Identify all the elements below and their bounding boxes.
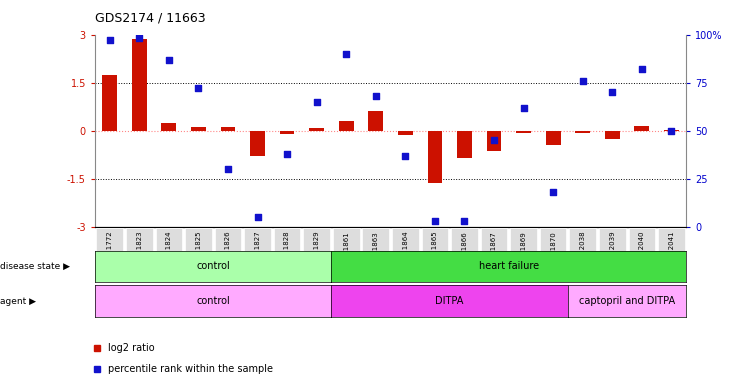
Text: GSM111861: GSM111861 xyxy=(343,231,349,274)
FancyBboxPatch shape xyxy=(155,228,182,279)
Bar xyxy=(280,131,294,134)
Text: log2 ratio: log2 ratio xyxy=(108,343,155,353)
FancyBboxPatch shape xyxy=(245,228,271,279)
Point xyxy=(222,166,234,172)
FancyBboxPatch shape xyxy=(540,228,566,279)
FancyBboxPatch shape xyxy=(510,228,537,279)
FancyBboxPatch shape xyxy=(304,228,330,279)
FancyBboxPatch shape xyxy=(569,228,596,279)
FancyBboxPatch shape xyxy=(363,228,389,279)
FancyBboxPatch shape xyxy=(185,228,212,279)
Point xyxy=(311,99,323,105)
Text: captopril and DITPA: captopril and DITPA xyxy=(579,296,675,306)
Point xyxy=(607,89,618,95)
Text: GSM112039: GSM112039 xyxy=(610,231,615,273)
Text: GSM112041: GSM112041 xyxy=(669,231,675,273)
Point xyxy=(458,218,470,224)
Point xyxy=(518,104,529,111)
Point xyxy=(104,37,115,43)
Bar xyxy=(339,121,353,131)
Bar xyxy=(428,131,442,184)
Text: GSM111865: GSM111865 xyxy=(432,231,438,273)
Text: GSM111826: GSM111826 xyxy=(225,231,231,273)
Point xyxy=(636,66,648,72)
FancyBboxPatch shape xyxy=(333,228,359,279)
FancyBboxPatch shape xyxy=(96,228,123,279)
Bar xyxy=(516,131,531,133)
FancyBboxPatch shape xyxy=(658,228,685,279)
Bar xyxy=(102,74,117,131)
Point xyxy=(399,152,411,159)
Text: GSM111867: GSM111867 xyxy=(491,231,497,274)
Text: GSM111828: GSM111828 xyxy=(284,231,290,273)
Text: GSM112040: GSM112040 xyxy=(639,231,645,273)
Point xyxy=(370,93,382,99)
Bar xyxy=(250,131,265,156)
FancyBboxPatch shape xyxy=(392,228,418,279)
Text: control: control xyxy=(196,296,230,306)
FancyBboxPatch shape xyxy=(215,228,241,279)
Bar xyxy=(191,127,206,131)
Text: GSM111866: GSM111866 xyxy=(461,231,467,274)
Bar xyxy=(132,40,147,131)
FancyBboxPatch shape xyxy=(481,228,507,279)
Text: DITPA: DITPA xyxy=(436,296,464,306)
Point xyxy=(548,189,559,195)
Text: GSM111870: GSM111870 xyxy=(550,231,556,274)
Bar xyxy=(664,130,679,131)
Point xyxy=(163,56,174,63)
Bar xyxy=(605,131,620,139)
Point xyxy=(193,85,204,91)
Bar xyxy=(161,122,176,131)
Point xyxy=(577,78,588,84)
FancyBboxPatch shape xyxy=(422,228,448,279)
Text: GSM111864: GSM111864 xyxy=(402,231,408,273)
Bar xyxy=(487,131,502,151)
Point xyxy=(340,51,352,57)
Text: GDS2174 / 11663: GDS2174 / 11663 xyxy=(95,12,206,25)
FancyBboxPatch shape xyxy=(126,228,153,279)
Text: GSM112038: GSM112038 xyxy=(580,231,585,273)
Text: GSM111772: GSM111772 xyxy=(107,231,112,273)
Text: GSM111824: GSM111824 xyxy=(166,231,172,273)
Text: GSM111863: GSM111863 xyxy=(373,231,379,274)
Point xyxy=(134,35,145,41)
Text: agent ▶: agent ▶ xyxy=(0,296,36,306)
Bar xyxy=(457,131,472,158)
Text: GSM111869: GSM111869 xyxy=(520,231,526,274)
Text: percentile rank within the sample: percentile rank within the sample xyxy=(108,364,273,374)
Bar xyxy=(575,131,590,133)
Bar xyxy=(634,126,649,131)
Text: GSM111827: GSM111827 xyxy=(255,231,261,273)
Text: disease state ▶: disease state ▶ xyxy=(0,262,70,271)
Point xyxy=(252,214,264,220)
FancyBboxPatch shape xyxy=(599,228,626,279)
Text: GSM111825: GSM111825 xyxy=(196,231,201,273)
Bar xyxy=(220,127,235,131)
Point xyxy=(488,137,500,143)
Point xyxy=(281,151,293,157)
FancyBboxPatch shape xyxy=(274,228,300,279)
Bar xyxy=(369,111,383,131)
Text: heart failure: heart failure xyxy=(479,262,539,271)
Bar xyxy=(398,131,412,136)
FancyBboxPatch shape xyxy=(629,228,655,279)
Bar xyxy=(546,131,561,145)
Text: GSM111829: GSM111829 xyxy=(314,231,320,273)
Bar xyxy=(310,128,324,131)
Point xyxy=(429,218,441,224)
Point xyxy=(666,127,677,134)
FancyBboxPatch shape xyxy=(451,228,477,279)
Text: GSM111823: GSM111823 xyxy=(137,231,142,273)
Text: control: control xyxy=(196,262,230,271)
